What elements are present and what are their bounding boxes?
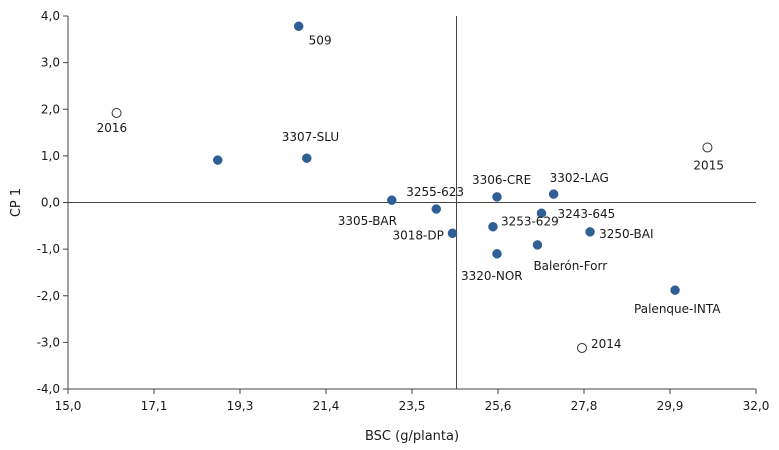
point-label: 2016 — [97, 121, 128, 135]
data-point — [492, 192, 502, 202]
x-tick-label: 25,6 — [485, 399, 512, 413]
data-point-hollow — [576, 342, 587, 353]
point-label: 3307-SLU — [282, 130, 339, 144]
point-label: 3320-NOR — [461, 269, 523, 283]
data-point — [536, 208, 547, 218]
x-tick-label: 23,5 — [399, 399, 426, 413]
x-tick-label: 32,0 — [743, 399, 770, 413]
y-tick-label: 2,0 — [41, 102, 60, 116]
point-label: 3018-DP — [392, 228, 443, 242]
point-label: 3243-645 — [558, 207, 616, 221]
point-label: 509 — [309, 33, 332, 47]
y-tick-label: 4,0 — [41, 9, 60, 23]
point-label: Palenque-INTA — [634, 302, 721, 316]
y-tick-label: 0,0 — [41, 196, 60, 210]
data-point — [447, 228, 458, 239]
data-point — [431, 204, 442, 214]
point-label: 2015 — [693, 158, 724, 172]
data-point — [488, 221, 498, 232]
data-point — [387, 195, 397, 205]
y-axis-title: CP 1 — [9, 188, 24, 217]
point-label: 3306-CRE — [472, 173, 531, 187]
data-point — [212, 155, 223, 165]
x-tick-label: 21,4 — [313, 399, 340, 413]
data-point-hollow — [702, 142, 713, 153]
y-tick-label: -4,0 — [37, 382, 60, 396]
data-point — [302, 153, 312, 163]
point-label: 2014 — [591, 337, 622, 351]
data-point — [548, 189, 559, 199]
x-tick-label: 27,8 — [571, 399, 598, 413]
data-point — [492, 249, 502, 259]
point-label: 3253-629 — [501, 215, 559, 229]
y-tick-label: -2,0 — [37, 289, 60, 303]
point-label: 3302-LAG — [550, 171, 609, 185]
point-label: 3255-623 — [406, 185, 464, 199]
y-tick-label: -1,0 — [37, 242, 60, 256]
x-axis-title: BSC (g/planta) — [365, 429, 459, 444]
x-tick-label: 17,1 — [141, 399, 168, 413]
data-point — [532, 240, 543, 250]
data-point — [670, 285, 680, 295]
data-point-hollow — [111, 107, 122, 118]
x-tick-label: 19,3 — [227, 399, 254, 413]
point-label: Balerón-Forr — [533, 259, 607, 273]
point-label: 3250-BAI — [599, 227, 653, 241]
x-tick-label: 29,9 — [657, 399, 684, 413]
y-tick-label: 1,0 — [41, 149, 60, 163]
y-tick-label: 3,0 — [41, 56, 60, 70]
x-tick-label: 15,0 — [55, 399, 82, 413]
point-label: 3305-BAR — [338, 214, 397, 228]
data-point — [585, 227, 595, 237]
data-point — [293, 21, 304, 32]
y-tick-label: -3,0 — [37, 335, 60, 349]
